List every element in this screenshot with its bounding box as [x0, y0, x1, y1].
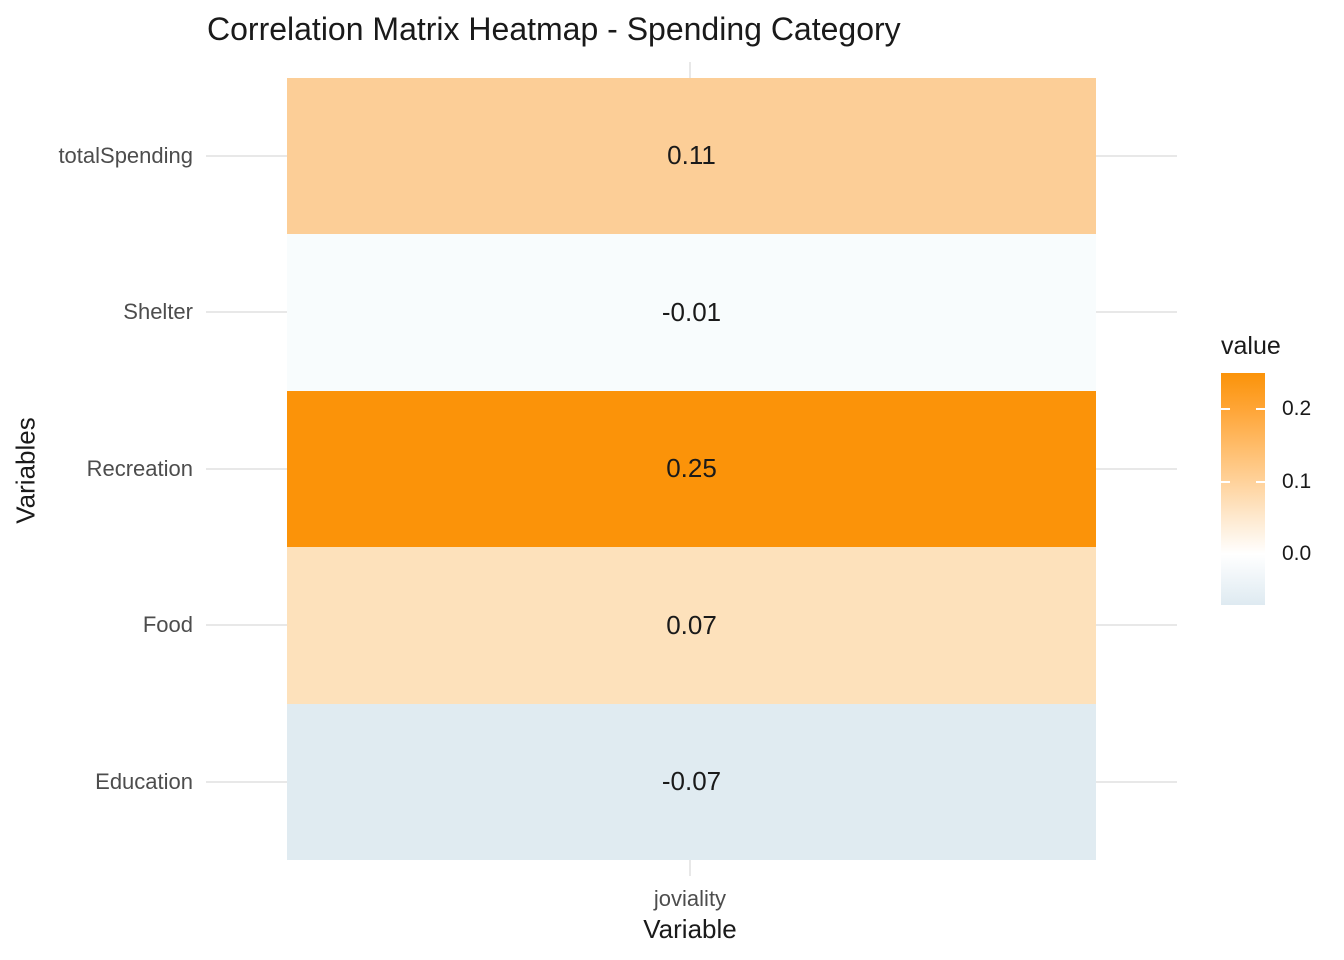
heatmap-cell-totalSpending: 0.11	[287, 77, 1096, 234]
horizontal-gridline-right	[1096, 467, 1177, 470]
horizontal-gridline-left	[206, 311, 287, 314]
y-tick-label-totalSpending: totalSpending	[58, 142, 193, 168]
y-tick-label-Recreation: Recreation	[86, 455, 193, 481]
horizontal-gridline-right	[1096, 311, 1177, 314]
horizontal-gridline-left	[206, 467, 287, 470]
vertical-gridline-top	[688, 62, 691, 78]
horizontal-gridline-right	[1096, 154, 1177, 157]
cell-value-label: 0.11	[667, 140, 716, 171]
cell-value-label: 0.25	[666, 453, 717, 484]
y-tick-label-Food: Food	[142, 612, 193, 638]
horizontal-gridline-right	[1096, 624, 1177, 627]
heatmap-cell-Food: 0.07	[287, 547, 1096, 704]
heatmap-cell-Education: -0.07	[287, 703, 1096, 860]
heatmap-cell-Shelter: -0.01	[287, 234, 1096, 391]
chart-title: Correlation Matrix Heatmap - Spending Ca…	[207, 11, 901, 47]
legend-colorbar	[1221, 373, 1265, 605]
horizontal-gridline-left	[206, 154, 287, 157]
horizontal-gridline-left	[206, 624, 287, 627]
cell-value-label: 0.07	[666, 609, 717, 640]
horizontal-gridline-left	[206, 780, 287, 783]
cell-value-label: -0.07	[661, 766, 722, 797]
y-tick-label-Shelter: Shelter	[123, 299, 193, 325]
vertical-gridline-bottom	[688, 860, 691, 876]
x-tick-label: joviality	[653, 886, 727, 911]
y-tick-label-Education: Education	[95, 768, 193, 794]
x-axis-title: Variable	[643, 914, 737, 944]
heatmap-cell-Recreation: 0.25	[287, 390, 1096, 547]
legend-title: value	[1221, 332, 1281, 360]
horizontal-gridline-right	[1096, 780, 1177, 783]
cell-value-label: -0.01	[661, 296, 722, 327]
